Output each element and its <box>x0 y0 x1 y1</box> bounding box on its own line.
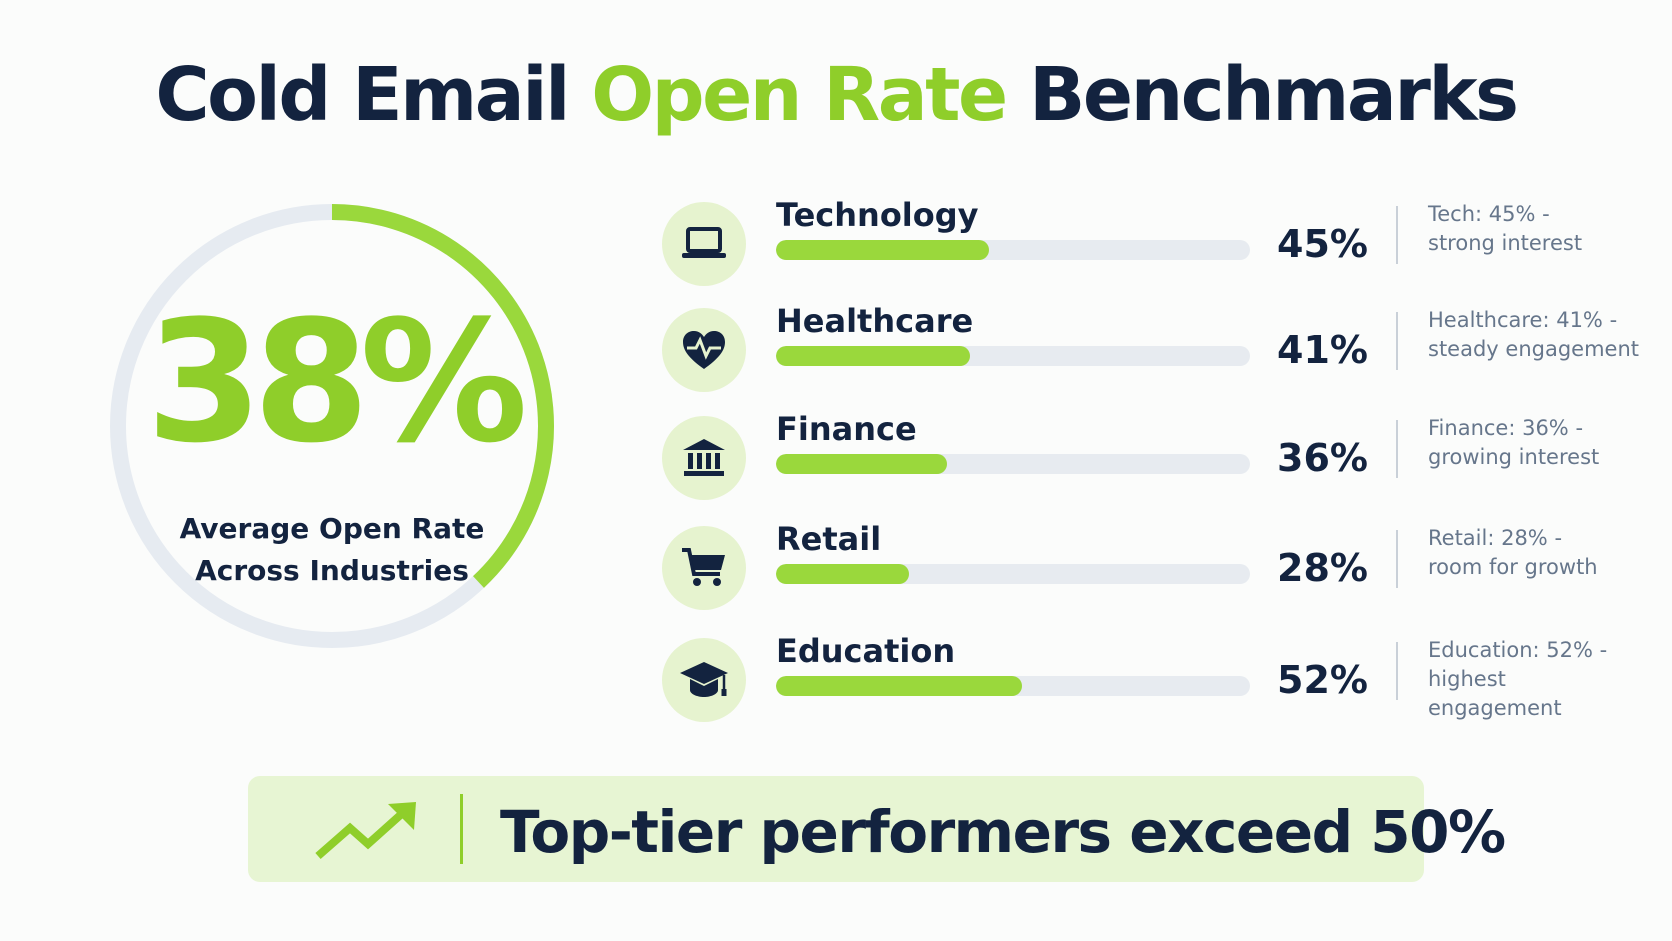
footer-divider <box>460 794 463 864</box>
bar-track <box>776 346 1250 366</box>
value-label: 36% <box>1277 436 1368 480</box>
annotation-line: Education: 52% - <box>1428 638 1608 662</box>
footer-highlight: 50% <box>1370 798 1506 866</box>
value-label: 45% <box>1277 222 1368 266</box>
page-title: Cold Email Open Rate Benchmarks <box>0 52 1672 138</box>
annotation: Education: 52% - highest engagement <box>1428 636 1642 723</box>
annotation-line: Tech: 45% - <box>1428 202 1550 226</box>
annotation: Tech: 45% - strong interest <box>1428 200 1642 258</box>
bar-fill <box>776 454 947 474</box>
annotation: Healthcare: 41% - steady engagement <box>1428 306 1642 364</box>
annotation: Retail: 28% - room for growth <box>1428 524 1642 582</box>
row-divider <box>1396 420 1398 478</box>
value-label: 41% <box>1277 328 1368 372</box>
title-accent: Open Rate <box>591 52 1008 138</box>
heart-pulse-icon <box>662 308 746 392</box>
category-label: Finance <box>776 410 917 448</box>
bar-row-technology: Technology 45% Tech: 45% - strong interest <box>662 196 1642 296</box>
title-part2: Benchmarks <box>1005 52 1519 138</box>
cart-icon <box>662 526 746 610</box>
annotation: Finance: 36% - growing interest <box>1428 414 1642 472</box>
bar-fill <box>776 240 990 260</box>
gauge-label-line1: Average Open Rate <box>179 512 485 545</box>
bar-fill <box>776 346 971 366</box>
annotation-line: Healthcare: 41% - <box>1428 308 1618 332</box>
gauge-label: Average Open Rate Across Industries <box>88 508 576 592</box>
value-label: 52% <box>1277 658 1368 702</box>
bar-fill <box>776 676 1023 696</box>
category-label: Retail <box>776 520 882 558</box>
footer-banner: Top-tier performers exceed 50% <box>248 776 1506 882</box>
annotation-line: Retail: 28% - <box>1428 526 1563 550</box>
row-divider <box>1396 530 1398 588</box>
annotation-line: Finance: 36% - <box>1428 416 1584 440</box>
annotation-line: strong interest <box>1428 231 1583 255</box>
average-gauge: 38% Average Open Rate Across Industries <box>88 182 576 670</box>
row-divider <box>1396 642 1398 700</box>
row-divider <box>1396 312 1398 370</box>
trending-up-icon <box>315 802 416 860</box>
bar-track <box>776 564 1250 584</box>
bar-row-retail: Retail 28% Retail: 28% - room for growth <box>662 520 1642 620</box>
bar-row-finance: Finance 36% Finance: 36% - growing interest <box>662 410 1642 510</box>
gauge-value: 38% <box>145 284 528 480</box>
category-label: Healthcare <box>776 302 974 340</box>
category-label: Technology <box>776 196 979 234</box>
bank-icon <box>662 416 746 500</box>
footer-text: Top-tier performers exceed 50% <box>500 798 1506 866</box>
title-part1: Cold Email <box>155 52 592 138</box>
value-label: 28% <box>1277 546 1368 590</box>
laptop-icon <box>662 202 746 286</box>
gauge-ring <box>110 204 554 648</box>
bar-fill <box>776 564 909 584</box>
row-divider <box>1396 206 1398 264</box>
annotation-line: room for growth <box>1428 555 1598 579</box>
bar-track <box>776 240 1250 260</box>
annotation-line: steady engagement <box>1428 337 1639 361</box>
gauge-label-line2: Across Industries <box>195 554 469 587</box>
footer-text-main: Top-tier performers exceed <box>500 798 1371 866</box>
annotation-line: growing interest <box>1428 445 1600 469</box>
category-label: Education <box>776 632 956 670</box>
bar-row-healthcare: Healthcare 41% Healthcare: 41% - steady eng… <box>662 302 1642 402</box>
bar-track <box>776 676 1250 696</box>
gauge-progress-arc <box>331 204 554 588</box>
graduation-cap-icon <box>662 638 746 722</box>
annotation-line: highest engagement <box>1428 667 1562 720</box>
bar-row-education: Education 52% Education: 52% - highest enga… <box>662 632 1642 732</box>
bar-track <box>776 454 1250 474</box>
